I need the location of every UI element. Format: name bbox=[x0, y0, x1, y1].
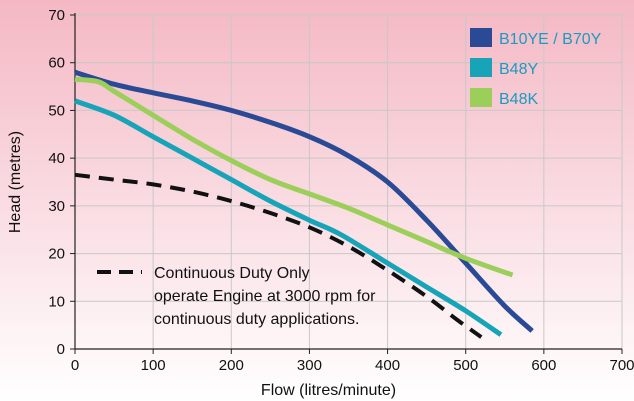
y-tick-label: 30 bbox=[48, 198, 65, 215]
series-line-b10ye-b70y bbox=[74, 69, 534, 333]
y-tick-label: 0 bbox=[57, 341, 65, 358]
grid bbox=[75, 14, 623, 349]
x-axis-label: Flow (litres/minute) bbox=[261, 382, 396, 399]
annotation-line: operate Engine at 3000 rpm for bbox=[154, 288, 376, 305]
y-tick-label: 60 bbox=[48, 55, 65, 72]
annotation-line: Continuous Duty Only bbox=[154, 265, 310, 282]
x-tick-label: 200 bbox=[219, 357, 244, 374]
legend-swatch bbox=[470, 88, 492, 107]
series-lines bbox=[74, 69, 534, 339]
legend-swatch bbox=[470, 58, 492, 77]
y-axis-label: Head (metres) bbox=[7, 131, 24, 233]
y-tick-label: 70 bbox=[48, 7, 65, 24]
x-tick-label: 600 bbox=[531, 357, 556, 374]
legend: B10YE / B70Y B48Y B48K bbox=[470, 28, 602, 108]
series-line-b48k bbox=[74, 76, 514, 278]
legend-label: B48Y bbox=[499, 61, 538, 78]
x-tick-label: 0 bbox=[71, 357, 79, 374]
annotation: Continuous Duty Only operate Engine at 3… bbox=[97, 265, 376, 328]
x-tick-label: 300 bbox=[297, 357, 322, 374]
legend-label: B10YE / B70Y bbox=[499, 31, 602, 48]
series-line-b48y bbox=[74, 98, 503, 337]
x-tick-label: 700 bbox=[609, 357, 634, 374]
legend-label: B48K bbox=[499, 91, 538, 108]
x-tick-label: 100 bbox=[141, 357, 166, 374]
x-tick-label: 500 bbox=[453, 357, 478, 374]
y-tick-label: 20 bbox=[48, 246, 65, 263]
x-tick-label: 400 bbox=[375, 357, 400, 374]
y-tick-label: 40 bbox=[48, 150, 65, 167]
legend-swatch bbox=[470, 28, 492, 47]
series-line-continuous-duty bbox=[74, 172, 483, 339]
annotation-line: continuous duty applications. bbox=[154, 311, 359, 328]
y-tick-label: 10 bbox=[48, 293, 65, 310]
y-tick-label: 50 bbox=[48, 102, 65, 119]
